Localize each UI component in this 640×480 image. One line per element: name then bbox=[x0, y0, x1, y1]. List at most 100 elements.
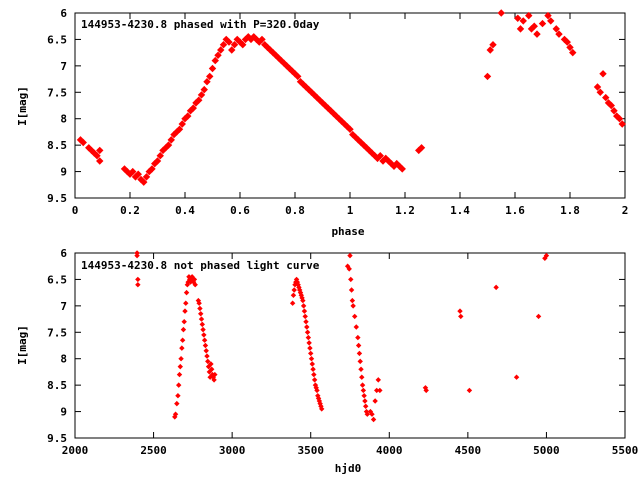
phased-data-point bbox=[294, 72, 302, 81]
phased-data-point bbox=[516, 25, 525, 33]
unphased-data-point bbox=[301, 308, 308, 314]
phased-y-tick-label: 8.5 bbox=[47, 139, 67, 152]
phased-data-point bbox=[167, 136, 175, 144]
unphased-data-point bbox=[314, 387, 320, 394]
phased-data-point bbox=[525, 11, 533, 20]
phased-data-point bbox=[593, 83, 602, 91]
unphased-data-point bbox=[369, 411, 375, 417]
phased-data-point bbox=[566, 43, 574, 52]
unphased-data-point bbox=[191, 276, 198, 283]
unphased-data-point bbox=[513, 374, 520, 380]
unphased-data-point bbox=[355, 334, 361, 341]
unphased-data-point bbox=[348, 276, 354, 283]
phased-y-tick-label: 6 bbox=[60, 7, 67, 20]
phased-data-point bbox=[79, 138, 87, 147]
phased-data-point bbox=[607, 101, 615, 110]
phased-data-point bbox=[175, 125, 184, 133]
phased-data-point bbox=[514, 14, 522, 22]
unphased-data-point bbox=[201, 337, 208, 343]
phased-light-curve-panel: 144953-4230.8 phased with P=320.0day pha… bbox=[16, 7, 628, 238]
phased-data-point bbox=[486, 46, 494, 54]
phased-data-point bbox=[134, 170, 142, 178]
phased-data-point bbox=[219, 41, 228, 49]
phased-y-tick-label: 7 bbox=[60, 60, 67, 73]
phased-y-tick-label: 6.5 bbox=[47, 33, 67, 46]
phased-data-point bbox=[398, 165, 406, 173]
unphased-data-point bbox=[175, 393, 181, 399]
unphased-data-point bbox=[308, 356, 315, 362]
unphased-data-point bbox=[349, 297, 356, 304]
unphased-data-point bbox=[370, 416, 377, 423]
phased-data-point bbox=[93, 152, 101, 160]
unphased-data-point bbox=[348, 287, 355, 293]
unphased-data-point bbox=[202, 342, 209, 349]
unphased-data-point bbox=[197, 305, 203, 312]
phased-x-tick-label: 2 bbox=[622, 204, 629, 217]
unphased-data-point bbox=[363, 403, 369, 409]
unphased-data-point bbox=[206, 369, 213, 375]
unphased-chart-title: 144953-4230.8 not phased light curve bbox=[81, 259, 320, 272]
phased-y-tick-label: 9.5 bbox=[47, 192, 67, 205]
unphased-data-point bbox=[361, 393, 367, 399]
unphased-data-point bbox=[200, 326, 206, 333]
unphased-data-point bbox=[205, 363, 212, 370]
unphased-light-curve-panel: 144953-4230.8 not phased light curve hjd… bbox=[16, 247, 638, 475]
unphased-data-point bbox=[174, 400, 180, 407]
phased-x-tick-label: 0.4 bbox=[175, 204, 195, 217]
phased-data-point bbox=[156, 152, 164, 160]
phased-x-tick-label: 1.6 bbox=[505, 204, 525, 217]
unphased-data-point bbox=[360, 387, 367, 394]
phased-x-tick-label: 0.2 bbox=[120, 204, 140, 217]
unphased-data-point bbox=[177, 363, 183, 370]
unphased-data-point bbox=[352, 313, 358, 320]
phased-x-tick-label: 0.8 bbox=[285, 204, 305, 217]
unphased-y-tick-label: 8.5 bbox=[47, 379, 67, 392]
unphased-data-point bbox=[346, 266, 352, 272]
unphased-data-point bbox=[359, 374, 365, 380]
unphased-data-point bbox=[355, 342, 362, 349]
phased-x-tick-label: 1.2 bbox=[395, 204, 415, 217]
phased-data-point bbox=[533, 30, 541, 38]
unphased-data-point bbox=[347, 252, 353, 259]
unphased-data-point bbox=[543, 252, 550, 259]
unphased-data-point bbox=[199, 321, 205, 328]
unphased-data-point bbox=[359, 382, 366, 388]
unphased-data-point bbox=[304, 329, 311, 335]
unphased-data-point bbox=[308, 350, 314, 357]
unphased-y-tick-label: 7 bbox=[60, 300, 67, 313]
phased-data-point bbox=[211, 56, 219, 65]
unphased-data-point bbox=[458, 313, 464, 320]
phased-data-point bbox=[417, 144, 426, 152]
unphased-data-point bbox=[535, 313, 542, 320]
unphased-data-point bbox=[304, 324, 310, 330]
phased-data-point bbox=[519, 17, 527, 25]
unphased-data-point bbox=[204, 353, 210, 359]
unphased-data-point bbox=[176, 371, 183, 378]
phased-data-point bbox=[197, 91, 206, 99]
unphased-data-point bbox=[372, 398, 378, 404]
unphased-data-point bbox=[309, 361, 315, 367]
unphased-data-point bbox=[179, 337, 186, 343]
phased-data-point bbox=[602, 93, 610, 102]
unphased-data-point bbox=[212, 371, 218, 378]
unphased-y-tick-label: 9 bbox=[60, 406, 67, 419]
unphased-data-point bbox=[300, 303, 307, 309]
unphased-data-point bbox=[176, 382, 182, 388]
unphased-data-point bbox=[493, 284, 499, 291]
unphased-data-point bbox=[180, 326, 187, 333]
phased-x-tick-label: 1 bbox=[347, 204, 354, 217]
phased-y-tick-label: 7.5 bbox=[47, 86, 67, 99]
unphased-data-point bbox=[203, 348, 209, 354]
unphased-data-point bbox=[466, 387, 473, 394]
unphased-data-point bbox=[208, 361, 214, 367]
unphased-data-point bbox=[182, 308, 188, 314]
phased-chart-title: 144953-4230.8 phased with P=320.0day bbox=[81, 18, 320, 31]
unphased-data-point bbox=[307, 345, 313, 351]
unphased-data-point bbox=[353, 324, 359, 330]
phased-data-point bbox=[142, 173, 151, 181]
unphased-data-point bbox=[135, 276, 141, 283]
unphased-data-point bbox=[375, 377, 381, 383]
unphased-data-point bbox=[357, 358, 363, 365]
unphased-data-point bbox=[306, 340, 312, 346]
